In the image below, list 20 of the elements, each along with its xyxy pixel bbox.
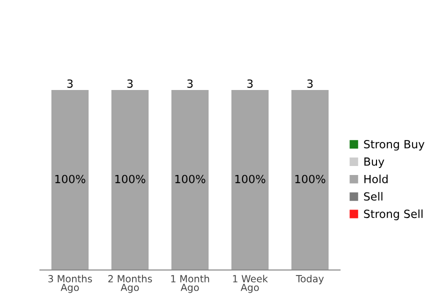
x-tick-label: 2 Months Ago xyxy=(108,274,152,293)
annotation: 3 xyxy=(127,79,133,88)
x-tick-label: 3 Months Ago xyxy=(48,274,92,293)
data-label: 100% xyxy=(175,174,206,184)
legend-label: Hold xyxy=(364,174,388,184)
x-tick-label: 1 Week Ago xyxy=(233,274,268,293)
x-tick-label: 1 Month Ago xyxy=(171,274,210,293)
data-label: 100% xyxy=(295,174,326,184)
data-label: 100% xyxy=(235,174,266,184)
legend-label: Strong Buy xyxy=(364,140,424,151)
annotation: 3 xyxy=(187,79,193,88)
legend-label: Sell xyxy=(364,192,382,201)
annotation: 3 xyxy=(307,79,313,88)
annotation: 3 xyxy=(247,79,253,88)
data-label: 100% xyxy=(55,174,86,184)
x-tick-label: Today xyxy=(296,274,324,284)
legend-label: Strong Sell xyxy=(364,209,423,220)
legend-label: Buy xyxy=(364,158,384,168)
annotation: 3 xyxy=(67,79,73,88)
data-label: 100% xyxy=(115,174,146,184)
